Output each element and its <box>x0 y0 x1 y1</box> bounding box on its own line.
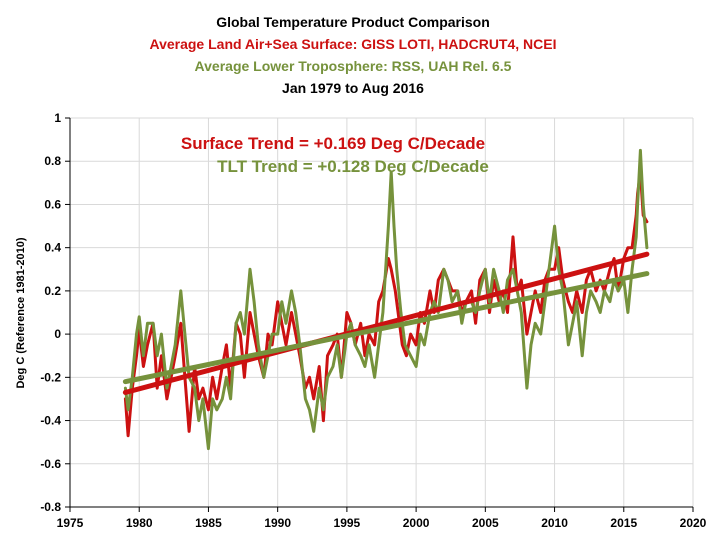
y-tick-label: 0.8 <box>44 154 61 168</box>
y-axis-label: Deg C (Reference 1981-2010) <box>15 237 27 388</box>
y-tick-label: 0 <box>54 327 61 341</box>
x-tick-label: 2005 <box>472 516 499 530</box>
x-tick-label: 1990 <box>264 516 291 530</box>
axes <box>65 117 694 512</box>
chart-date-range: Jan 1979 to Aug 2016 <box>282 80 424 96</box>
trend-line-tlt <box>122 271 650 385</box>
chart-title: Global Temperature Product Comparison <box>216 14 490 30</box>
x-tick-label: 2015 <box>610 516 637 530</box>
y-tick-label: -0.6 <box>40 457 61 471</box>
x-tick-label: 1980 <box>126 516 153 530</box>
x-tick-label: 1975 <box>57 516 84 530</box>
x-tick-label: 2010 <box>541 516 568 530</box>
y-tick-label: 1 <box>54 111 61 125</box>
y-tick-label: -0.4 <box>40 414 61 428</box>
data-series <box>122 148 650 451</box>
tlt-trend-annotation: TLT Trend = +0.128 Deg C/Decade <box>217 157 489 176</box>
x-tick-label: 2000 <box>403 516 430 530</box>
y-tick-label: 0.6 <box>44 197 61 211</box>
y-tick-label: 0.4 <box>44 241 61 255</box>
surface-trend-annotation: Surface Trend = +0.169 Deg C/Decade <box>181 134 485 153</box>
x-tick-label: 1995 <box>334 516 361 530</box>
tick-labels: -0.8 -0.6 -0.4 -0.2 0 0.2 0.4 0.6 0.8 1 1975 1980 19… <box>40 111 706 530</box>
y-tick-label: -0.8 <box>40 500 61 514</box>
y-tick-label: -0.2 <box>40 370 61 384</box>
trend-line-surface <box>122 251 650 395</box>
x-tick-label: 2020 <box>680 516 706 530</box>
y-tick-label: 0.2 <box>44 284 61 298</box>
x-tick-label: 1985 <box>195 516 222 530</box>
chart-subtitle-tlt: Average Lower Troposphere: RSS, UAH Rel.… <box>195 58 512 74</box>
series-line-tlt <box>123 148 649 451</box>
chart-subtitle-surface: Average Land Air+Sea Surface: GISS LOTI,… <box>149 36 556 52</box>
